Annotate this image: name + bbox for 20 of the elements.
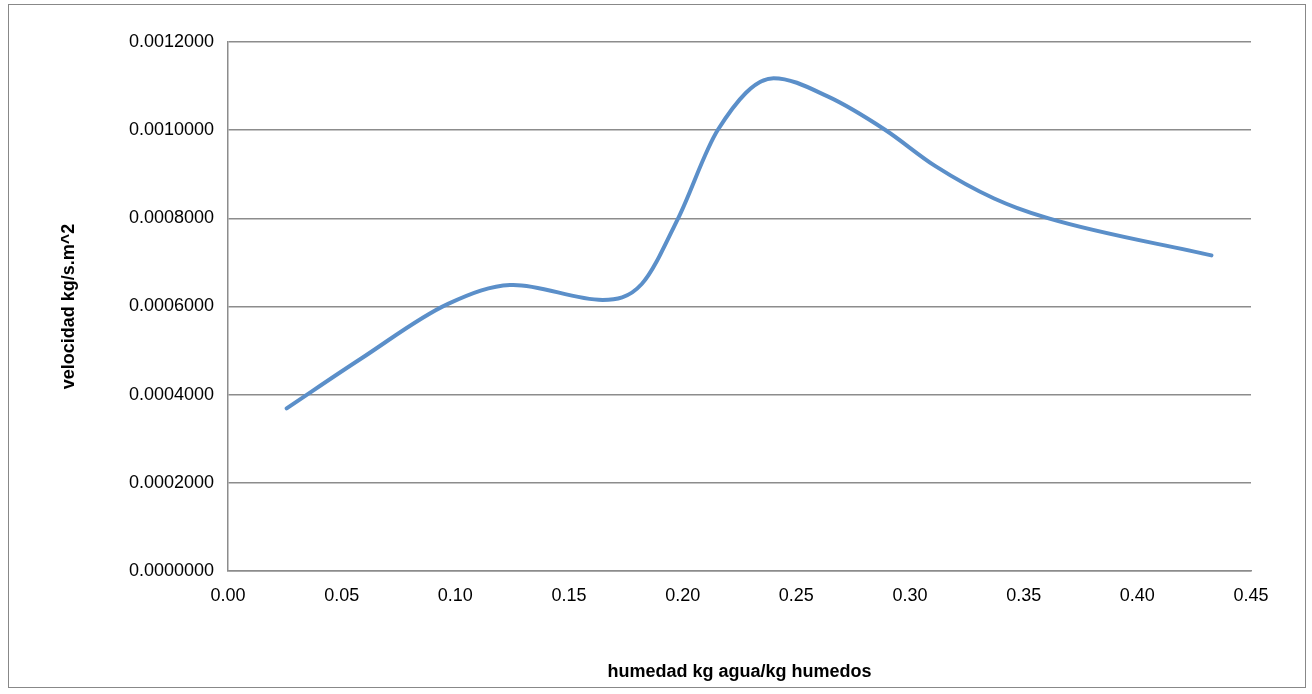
x-tick-label: 0.45 (1233, 584, 1269, 605)
x-tick-label: 0.15 (551, 584, 587, 605)
x-tick-label: 0.10 (437, 584, 473, 605)
line-series (284, 76, 1214, 411)
y-tick-label: 0.0006000 (128, 295, 214, 316)
y-tick-label: 0.0012000 (128, 30, 214, 51)
x-tick-label: 0.35 (1006, 584, 1042, 605)
y-tick-label: 0.0000000 (128, 559, 214, 580)
x-tick-label: 0.30 (892, 584, 928, 605)
y-axis-title: velocidad kg/s.m^2 (57, 223, 78, 390)
x-tick-label: 0.00 (210, 584, 246, 605)
x-axis-title: humedad kg agua/kg humedos (607, 661, 872, 682)
y-tick-label: 0.0002000 (128, 471, 214, 492)
x-tick-label: 0.40 (1119, 584, 1155, 605)
x-tick-label: 0.20 (665, 584, 701, 605)
x-tick-label: 0.05 (324, 584, 360, 605)
y-tick-label: 0.0004000 (128, 383, 214, 404)
y-tick-label: 0.0010000 (128, 119, 214, 140)
x-tick-label: 0.25 (778, 584, 814, 605)
y-tick-label: 0.0008000 (128, 207, 214, 228)
